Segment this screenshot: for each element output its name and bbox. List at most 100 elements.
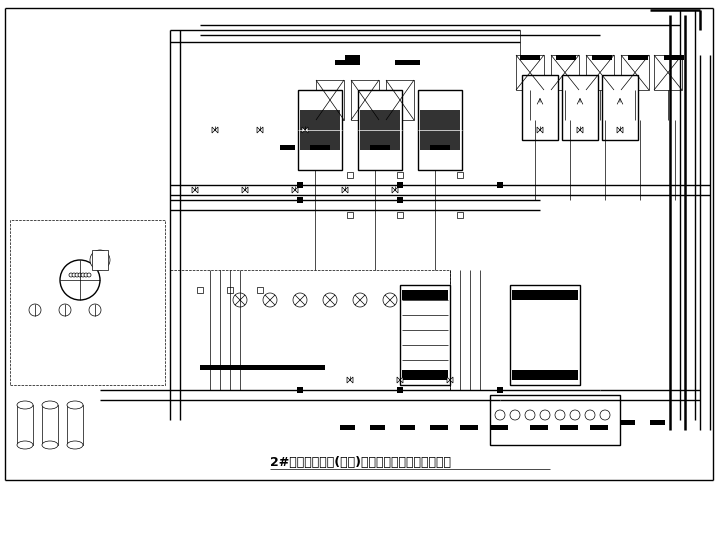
- Bar: [512, 370, 578, 380]
- Polygon shape: [192, 187, 198, 193]
- Bar: [360, 110, 400, 150]
- Bar: [586, 55, 614, 90]
- Circle shape: [263, 293, 277, 307]
- Text: 2#制冷换热机房(公建)空调冷热水制备系统原理图: 2#制冷换热机房(公建)空调冷热水制备系统原理图: [270, 457, 451, 469]
- Bar: [510, 285, 580, 385]
- Bar: [370, 145, 390, 150]
- Bar: [170, 270, 450, 390]
- Circle shape: [84, 273, 88, 277]
- Polygon shape: [347, 377, 353, 383]
- Bar: [650, 420, 665, 425]
- Bar: [92, 250, 108, 270]
- Polygon shape: [302, 127, 308, 133]
- Bar: [297, 387, 303, 393]
- Bar: [556, 55, 576, 60]
- Polygon shape: [577, 127, 583, 133]
- Circle shape: [69, 273, 73, 277]
- Bar: [351, 80, 379, 120]
- Polygon shape: [257, 127, 263, 133]
- Bar: [10, 220, 165, 385]
- Bar: [42, 405, 58, 445]
- Bar: [522, 75, 558, 140]
- Ellipse shape: [17, 441, 33, 449]
- Bar: [335, 60, 360, 65]
- Circle shape: [540, 410, 550, 420]
- Bar: [297, 197, 303, 203]
- Bar: [460, 425, 478, 430]
- Bar: [345, 55, 360, 60]
- Bar: [664, 55, 684, 60]
- Bar: [400, 425, 415, 430]
- Ellipse shape: [67, 441, 83, 449]
- Bar: [497, 182, 503, 188]
- Bar: [67, 405, 83, 445]
- Circle shape: [90, 250, 110, 270]
- Circle shape: [89, 304, 101, 316]
- Bar: [395, 60, 420, 65]
- Bar: [457, 212, 463, 218]
- Bar: [300, 110, 340, 150]
- Bar: [397, 387, 403, 393]
- Bar: [397, 212, 403, 218]
- Polygon shape: [242, 187, 248, 193]
- Bar: [200, 365, 235, 370]
- Bar: [628, 55, 648, 60]
- Circle shape: [72, 273, 76, 277]
- Bar: [400, 285, 450, 385]
- Bar: [621, 55, 649, 90]
- Bar: [551, 55, 579, 90]
- Circle shape: [78, 273, 82, 277]
- Bar: [560, 425, 578, 430]
- Circle shape: [59, 304, 71, 316]
- Polygon shape: [397, 377, 403, 383]
- Bar: [347, 172, 353, 178]
- Circle shape: [87, 273, 91, 277]
- Circle shape: [585, 410, 595, 420]
- Circle shape: [353, 293, 367, 307]
- Bar: [602, 75, 638, 140]
- Bar: [397, 182, 403, 188]
- Circle shape: [510, 410, 520, 420]
- Bar: [397, 197, 403, 203]
- Bar: [386, 80, 414, 120]
- Bar: [420, 110, 460, 150]
- Polygon shape: [392, 187, 398, 193]
- Bar: [402, 290, 448, 300]
- Circle shape: [525, 410, 535, 420]
- Bar: [197, 287, 203, 293]
- Bar: [490, 425, 508, 430]
- Bar: [592, 55, 612, 60]
- Bar: [297, 182, 303, 188]
- Bar: [516, 55, 544, 90]
- Polygon shape: [342, 187, 348, 193]
- Circle shape: [495, 410, 505, 420]
- Bar: [490, 395, 620, 445]
- Circle shape: [383, 293, 397, 307]
- Bar: [316, 80, 344, 120]
- Bar: [620, 420, 635, 425]
- Circle shape: [60, 260, 100, 300]
- Bar: [290, 365, 325, 370]
- Bar: [590, 425, 608, 430]
- Polygon shape: [292, 187, 298, 193]
- Bar: [562, 75, 598, 140]
- Bar: [430, 145, 450, 150]
- Circle shape: [555, 410, 565, 420]
- Bar: [654, 55, 682, 90]
- Bar: [402, 370, 448, 380]
- Bar: [370, 425, 385, 430]
- Circle shape: [81, 273, 85, 277]
- Bar: [257, 287, 263, 293]
- Circle shape: [570, 410, 580, 420]
- Polygon shape: [537, 127, 543, 133]
- Circle shape: [323, 293, 337, 307]
- Bar: [397, 172, 403, 178]
- Ellipse shape: [42, 401, 58, 409]
- Bar: [227, 287, 233, 293]
- Polygon shape: [212, 127, 218, 133]
- Circle shape: [29, 304, 41, 316]
- Bar: [280, 145, 295, 150]
- Bar: [17, 405, 33, 445]
- Bar: [358, 90, 402, 170]
- Bar: [340, 425, 355, 430]
